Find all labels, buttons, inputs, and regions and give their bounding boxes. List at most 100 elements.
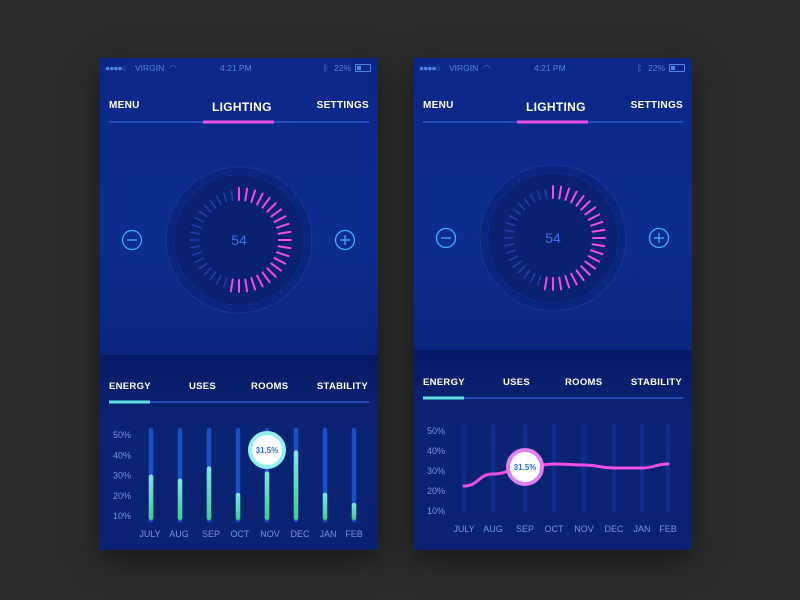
x-tick-label: FEB bbox=[659, 524, 677, 534]
dial-tick bbox=[194, 216, 205, 223]
dial-tick bbox=[244, 187, 249, 202]
nav-menu[interactable]: MENU bbox=[423, 100, 454, 111]
dial-tick bbox=[209, 271, 217, 281]
dial-tick bbox=[250, 189, 257, 203]
battery-percent: 22% bbox=[648, 63, 666, 73]
nav-lighting[interactable]: LIGHTING bbox=[212, 100, 272, 114]
dial-tick bbox=[270, 208, 283, 218]
dial-tick bbox=[276, 251, 290, 258]
dial-tick bbox=[203, 267, 212, 276]
carrier: VIRGIN bbox=[135, 63, 165, 73]
dial-tick bbox=[523, 269, 531, 279]
line-series bbox=[462, 462, 670, 488]
graphics: 54 50% 40% 30% 20% 10% JULY AUG SEP OCT NOV DEC JAN F… bbox=[109, 120, 369, 539]
dial-tick bbox=[277, 230, 292, 235]
dial-tick bbox=[256, 192, 264, 206]
dial-tick bbox=[276, 222, 290, 229]
tab-uses[interactable]: USES bbox=[503, 377, 531, 388]
dial-tick bbox=[590, 220, 604, 227]
bluetooth-icon: ᛒ bbox=[637, 63, 643, 73]
bar bbox=[148, 474, 154, 520]
decrease-button[interactable] bbox=[435, 227, 457, 249]
x-tick-label: SEP bbox=[516, 524, 534, 534]
tab-uses[interactable]: USES bbox=[189, 381, 217, 392]
x-tick-label: DEC bbox=[604, 524, 624, 534]
clock: 4:21 PM bbox=[534, 63, 566, 73]
dial-tick bbox=[256, 274, 264, 288]
x-tick-label: DEC bbox=[290, 529, 310, 539]
x-tick-label: JAN bbox=[633, 524, 650, 534]
highlight-label: 31.5% bbox=[514, 463, 537, 472]
dial-tick bbox=[590, 249, 604, 256]
x-tick-label: AUG bbox=[483, 524, 503, 534]
increase-button[interactable] bbox=[648, 227, 670, 249]
dial-tick bbox=[273, 215, 287, 223]
dial-tick bbox=[223, 192, 228, 203]
dial-tick bbox=[587, 213, 601, 221]
tab-rooms[interactable]: ROOMS bbox=[251, 381, 289, 392]
dial-tick bbox=[558, 276, 563, 291]
x-tick-label: SEP bbox=[202, 529, 220, 539]
y-tick-label: 20% bbox=[427, 486, 445, 496]
y-tick-label: 10% bbox=[427, 506, 445, 516]
tab-energy[interactable]: ENERGY bbox=[423, 377, 465, 388]
dial-tick bbox=[230, 190, 234, 202]
battery-percent: 22% bbox=[334, 63, 352, 73]
tab-stability[interactable]: STABILITY bbox=[316, 381, 368, 392]
dial-tick bbox=[580, 200, 591, 211]
increase-button[interactable] bbox=[334, 229, 356, 251]
y-tick-label: 50% bbox=[427, 426, 445, 436]
plus-icon bbox=[648, 227, 670, 249]
x-tick-label: OCT bbox=[231, 529, 251, 539]
dial-tick bbox=[580, 265, 591, 276]
y-tick-label: 30% bbox=[427, 466, 445, 476]
y-tick-label: 50% bbox=[113, 430, 131, 440]
clock: 4:21 PM bbox=[220, 63, 252, 73]
dial-tick bbox=[209, 199, 217, 209]
dial-tick bbox=[564, 275, 571, 289]
nav-menu[interactable]: MENU bbox=[109, 100, 140, 111]
nav-settings[interactable]: SETTINGS bbox=[630, 100, 683, 111]
plus-icon bbox=[334, 229, 356, 251]
phone-screen-line: ●●●●○ VIRGIN ◠ 4:21 PM ᛒ 22% MENU LIGHTI… bbox=[414, 58, 692, 550]
y-tick-label: 30% bbox=[113, 471, 131, 481]
y-tick-label: 10% bbox=[113, 511, 131, 521]
dial-tick bbox=[529, 272, 536, 283]
signal-icon: ●●●●○ bbox=[419, 63, 441, 73]
dial-tick bbox=[223, 277, 228, 288]
bar bbox=[177, 478, 183, 520]
x-tick-label: NOV bbox=[574, 524, 594, 534]
nav-lighting[interactable]: LIGHTING bbox=[526, 100, 586, 114]
nav-settings[interactable]: SETTINGS bbox=[316, 100, 369, 111]
battery-icon bbox=[355, 64, 371, 72]
bar bbox=[264, 471, 270, 520]
y-tick-label: 20% bbox=[113, 491, 131, 501]
highlight-bubble bbox=[506, 448, 544, 486]
x-tick-label: OCT bbox=[545, 524, 565, 534]
bar bbox=[235, 492, 241, 520]
tab-stability[interactable]: STABILITY bbox=[630, 377, 682, 388]
dial-tick bbox=[523, 197, 531, 207]
status-bar: ●●●●○ VIRGIN ◠ 4:21 PM ᛒ 22% bbox=[105, 61, 373, 75]
tab-rooms[interactable]: ROOMS bbox=[565, 377, 603, 388]
battery-icon bbox=[669, 64, 685, 72]
dial-tick bbox=[575, 194, 585, 207]
dial-tick bbox=[591, 243, 606, 248]
dial-tick bbox=[512, 260, 522, 268]
dial-tick bbox=[537, 190, 542, 201]
dial-tick bbox=[544, 188, 548, 200]
dial-tick bbox=[584, 260, 597, 270]
dial-tick bbox=[570, 272, 578, 286]
highlight-label: 31.5% bbox=[256, 446, 279, 455]
y-tick-label: 40% bbox=[427, 446, 445, 456]
dial-value: 54 bbox=[545, 230, 561, 246]
dial-tick bbox=[508, 214, 519, 221]
dial-tick bbox=[517, 265, 526, 274]
decrease-button[interactable] bbox=[121, 229, 143, 251]
tab-energy[interactable]: ENERGY bbox=[109, 381, 151, 392]
highlight-bubble bbox=[248, 431, 286, 469]
dial-tick bbox=[570, 190, 578, 204]
dial-tick bbox=[250, 277, 257, 291]
dial-tick bbox=[270, 262, 283, 272]
dial-tick bbox=[591, 228, 606, 233]
